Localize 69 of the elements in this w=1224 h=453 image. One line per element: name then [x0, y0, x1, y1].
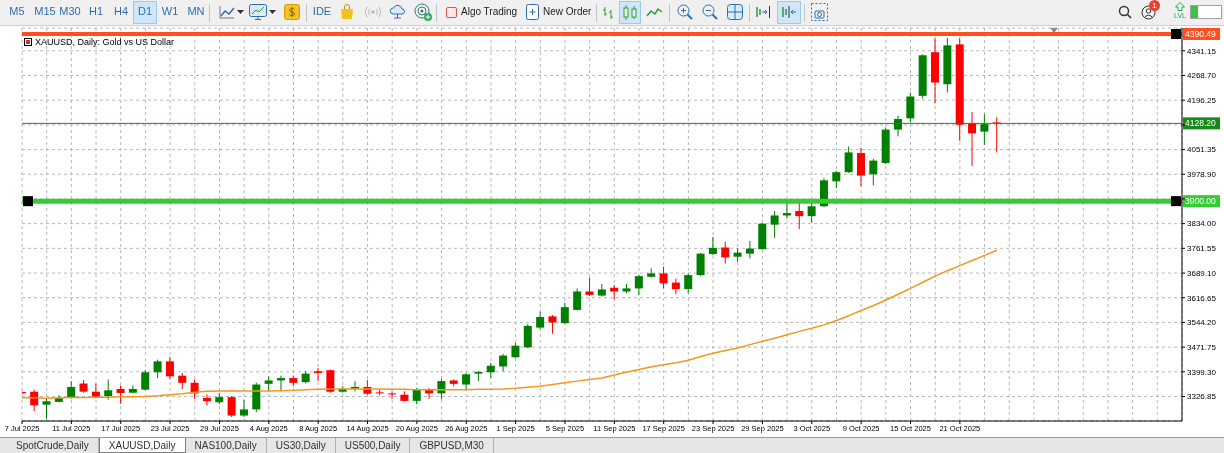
candlestick — [856, 147, 865, 187]
candlestick — [116, 385, 125, 405]
candlestick — [992, 116, 1001, 153]
candlestick — [745, 240, 754, 259]
candlestick — [634, 274, 643, 296]
candlestick — [894, 115, 902, 137]
tab: NAS100,Daily — [185, 438, 267, 453]
y-tick-label: 4051.35 — [1187, 145, 1217, 155]
candlestick — [869, 158, 878, 186]
candlestick — [165, 356, 174, 380]
candlestick — [437, 378, 446, 401]
candlestick — [388, 390, 397, 400]
y-tick-label: 3399.30 — [1187, 367, 1217, 377]
candlestick — [227, 395, 236, 418]
candlestick — [671, 278, 680, 295]
y-tick-label: 3544.20 — [1187, 318, 1217, 328]
text: IDE — [312, 5, 332, 17]
candlestick — [968, 111, 977, 167]
y-tick-label: 4196.25 — [1187, 96, 1217, 106]
y-tick-label: 3616.65 — [1187, 293, 1217, 303]
notification-badge: 1 — [1149, 0, 1160, 11]
text: M15 — [34, 5, 56, 17]
text: M5 — [9, 5, 25, 17]
ref-line-label: 4390.49 — [1185, 28, 1216, 39]
candlestick — [684, 272, 693, 294]
candlestick — [708, 236, 717, 256]
text: Algo Trading — [461, 6, 518, 17]
tab: XAUUSD,Daily — [98, 438, 186, 453]
candlestick — [696, 252, 705, 277]
candlestick — [721, 241, 730, 265]
candlestick — [844, 146, 853, 174]
candlestick — [795, 201, 804, 230]
candlestick — [770, 210, 779, 239]
candlestick — [585, 277, 594, 297]
candlestick — [659, 266, 668, 289]
y-tick-label: 3471.75 — [1187, 342, 1217, 352]
text: XAUUSD, Daily: Gold vs US Dollar — [35, 37, 175, 47]
candlestick — [807, 202, 816, 224]
tab: US500,Daily — [335, 438, 411, 453]
candlestick — [42, 397, 51, 420]
ref-line-label: 4128.20 — [1185, 118, 1216, 129]
ref-line-label: 3900.00 — [1185, 196, 1216, 207]
candlestick — [548, 314, 557, 335]
text: H1 — [88, 5, 104, 17]
tab: SpotCrude,Daily — [7, 438, 99, 453]
text: W1 — [161, 5, 179, 17]
y-tick-label: 4268.70 — [1187, 71, 1217, 81]
candlestick — [104, 378, 113, 401]
y-tick-label: 3978.90 — [1187, 170, 1217, 180]
text: M30 — [59, 5, 81, 17]
text: New Order — [543, 6, 592, 17]
candlestick — [523, 323, 532, 349]
y-tick-label: 3834.00 — [1187, 219, 1217, 229]
y-tick-label: 3689.10 — [1187, 268, 1217, 278]
candlestick — [314, 367, 322, 382]
candlestick — [573, 287, 582, 312]
y-tick-label: 4341.15 — [1187, 46, 1217, 56]
candlestick — [560, 302, 569, 325]
text: MN — [187, 5, 205, 17]
text: H4 — [113, 5, 129, 17]
tab: US30,Daily — [266, 438, 336, 453]
y-tick-label: 3326.85 — [1187, 392, 1217, 402]
text: D1 — [137, 5, 153, 17]
candlestick — [980, 113, 989, 146]
candlestick — [153, 359, 162, 379]
candlestick — [906, 91, 915, 123]
y-tick-label: 3761.55 — [1187, 244, 1217, 254]
tab: GBPUSD,M30 — [410, 438, 494, 453]
candlestick — [239, 399, 248, 418]
